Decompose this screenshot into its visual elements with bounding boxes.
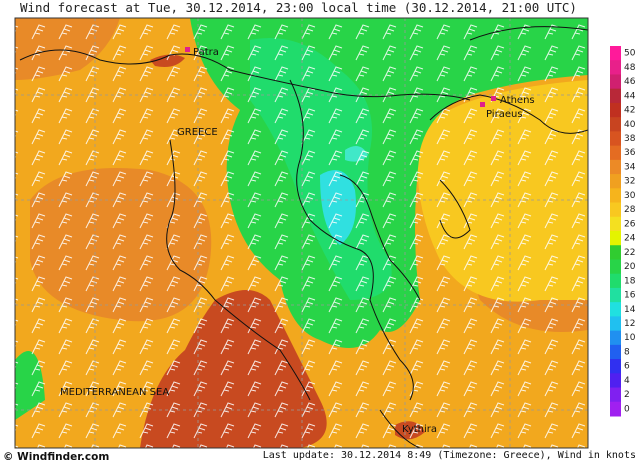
legend-swatch <box>610 117 621 132</box>
legend-swatch <box>610 344 621 360</box>
legend-label: 10 <box>624 333 636 343</box>
legend-swatch <box>610 131 621 147</box>
legend-swatch <box>610 330 621 346</box>
legend-label: 36 <box>624 148 636 158</box>
legend-swatch <box>610 216 621 232</box>
legend-swatch <box>610 316 621 332</box>
map-frame <box>14 17 589 449</box>
legend-label: 14 <box>624 305 636 315</box>
legend-label: 18 <box>624 276 636 286</box>
place-label: Athens <box>500 95 535 106</box>
legend-label: 6 <box>624 362 630 372</box>
map: Patra Athens Piraeus GREECE MEDITERRANEA… <box>15 18 588 448</box>
legend-label: 30 <box>624 191 636 201</box>
legend-label: 26 <box>624 219 636 229</box>
legend: 5048464442403836343230282624222018161412… <box>610 46 636 417</box>
legend-label: 40 <box>624 120 636 130</box>
legend-swatch <box>610 287 621 303</box>
legend-label: 34 <box>624 162 636 172</box>
legend-swatch <box>610 231 621 246</box>
legend-swatch <box>610 359 621 374</box>
legend-label: 0 <box>624 404 630 414</box>
city-marker <box>480 102 485 107</box>
legend-label: 22 <box>624 248 635 258</box>
legend-swatch <box>610 273 621 289</box>
legend-swatch <box>610 102 621 118</box>
place-label: Patra <box>193 47 219 58</box>
legend-label: 12 <box>624 319 635 329</box>
legend-swatch <box>610 145 621 161</box>
legend-swatch <box>610 60 621 75</box>
coastline <box>19 26 588 448</box>
city-marker <box>491 96 496 101</box>
legend-swatch <box>610 74 621 90</box>
legend-swatch <box>610 88 621 104</box>
place-label: GREECE <box>177 127 218 138</box>
place-label: Kythira <box>402 424 437 435</box>
legend-label: 44 <box>624 91 636 101</box>
legend-label: 42 <box>624 106 635 116</box>
place-label: MEDITERRANEAN SEA <box>60 387 169 398</box>
legend-label: 24 <box>624 234 636 244</box>
wind-barbs <box>15 18 588 448</box>
legend-swatch <box>610 202 621 218</box>
legend-swatch <box>610 259 621 275</box>
legend-swatch <box>610 401 621 417</box>
legend-swatch <box>610 302 621 317</box>
place-label: Piraeus <box>486 109 523 120</box>
legend-label: 38 <box>624 134 636 144</box>
legend-label: 32 <box>624 177 635 187</box>
legend-label: 50 <box>624 49 636 59</box>
legend-swatch <box>610 373 621 389</box>
legend-label: 16 <box>624 291 636 301</box>
legend-label: 46 <box>624 77 636 87</box>
legend-swatch <box>610 174 621 189</box>
legend-label: 48 <box>624 63 636 73</box>
legend-label: 28 <box>624 205 636 215</box>
title: Wind forecast at Tue, 30.12.2014, 23:00 … <box>20 0 577 15</box>
legend-swatch <box>610 188 621 204</box>
legend-label: 4 <box>624 376 630 386</box>
legend-swatch <box>610 159 621 175</box>
legend-label: 2 <box>624 390 630 400</box>
update-note: Last update: 30.12.2014 8:49 (Timezone: … <box>263 450 636 461</box>
legend-label: 20 <box>624 262 636 272</box>
credit: © Windfinder.com <box>3 451 109 463</box>
legend-swatch <box>610 245 621 260</box>
city-marker <box>185 47 190 52</box>
legend-label: 8 <box>624 347 630 357</box>
legend-swatch <box>610 387 621 403</box>
legend-swatch <box>610 46 621 61</box>
